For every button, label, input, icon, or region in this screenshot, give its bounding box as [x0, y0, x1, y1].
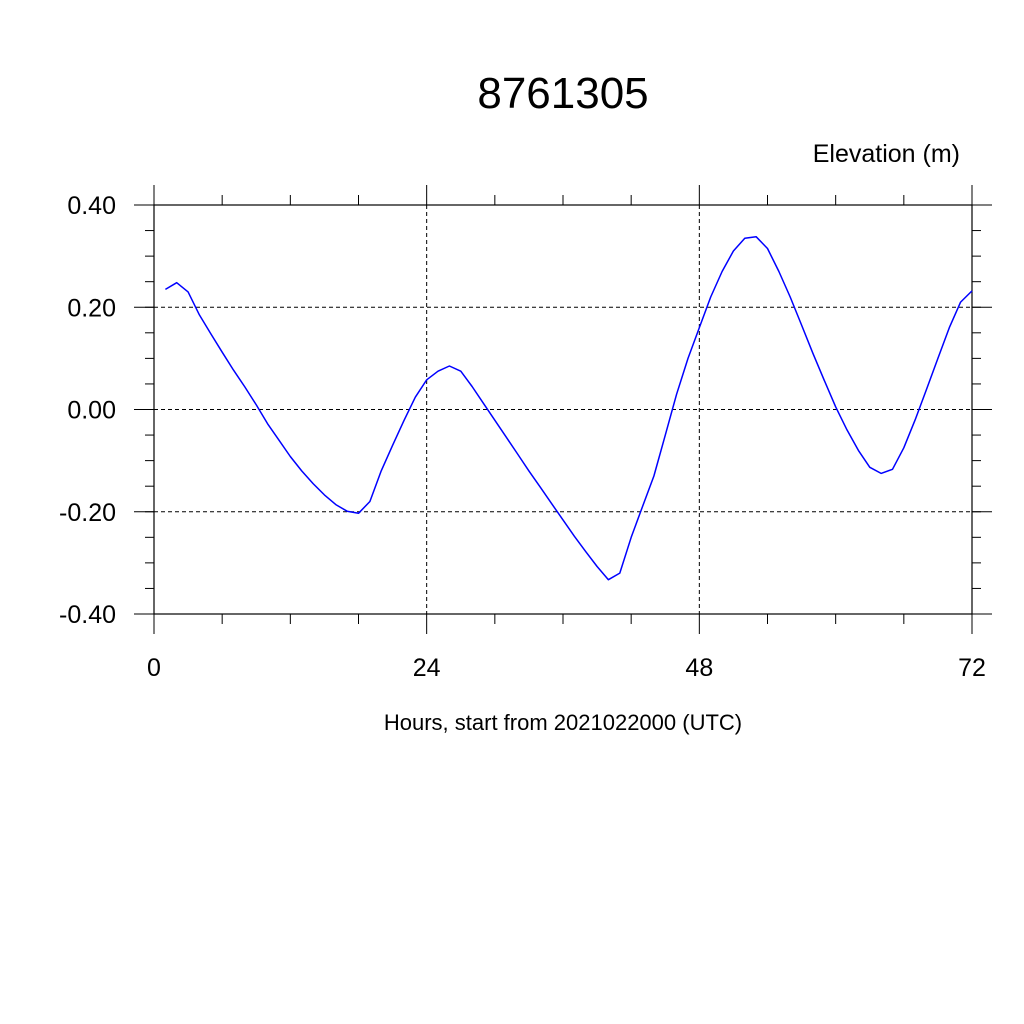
x-axis-label: Hours, start from 2021022000 (UTC) — [384, 710, 742, 735]
y-tick-label: 0.20 — [67, 294, 116, 322]
tick-labels: -0.40 -0.20 0.00 0.20 0.40 0 24 48 72 — [59, 192, 986, 682]
y-tick-label: -0.20 — [59, 499, 116, 527]
y-tick-label: 0.40 — [67, 192, 116, 220]
chart-title: 8761305 — [477, 69, 648, 118]
x-tick-label: 48 — [685, 654, 713, 682]
axis-ticks — [134, 185, 992, 634]
elevation-series-line — [165, 235, 973, 581]
y-axis-label: Elevation (m) — [813, 140, 960, 168]
gridlines — [153, 204, 973, 615]
y-tick-label: 0.00 — [67, 397, 116, 425]
series-layer — [165, 235, 973, 581]
y-tick-label: -0.40 — [59, 601, 116, 629]
x-tick-label: 24 — [413, 654, 441, 682]
x-tick-label: 72 — [958, 654, 986, 682]
x-tick-label: 0 — [147, 654, 161, 682]
